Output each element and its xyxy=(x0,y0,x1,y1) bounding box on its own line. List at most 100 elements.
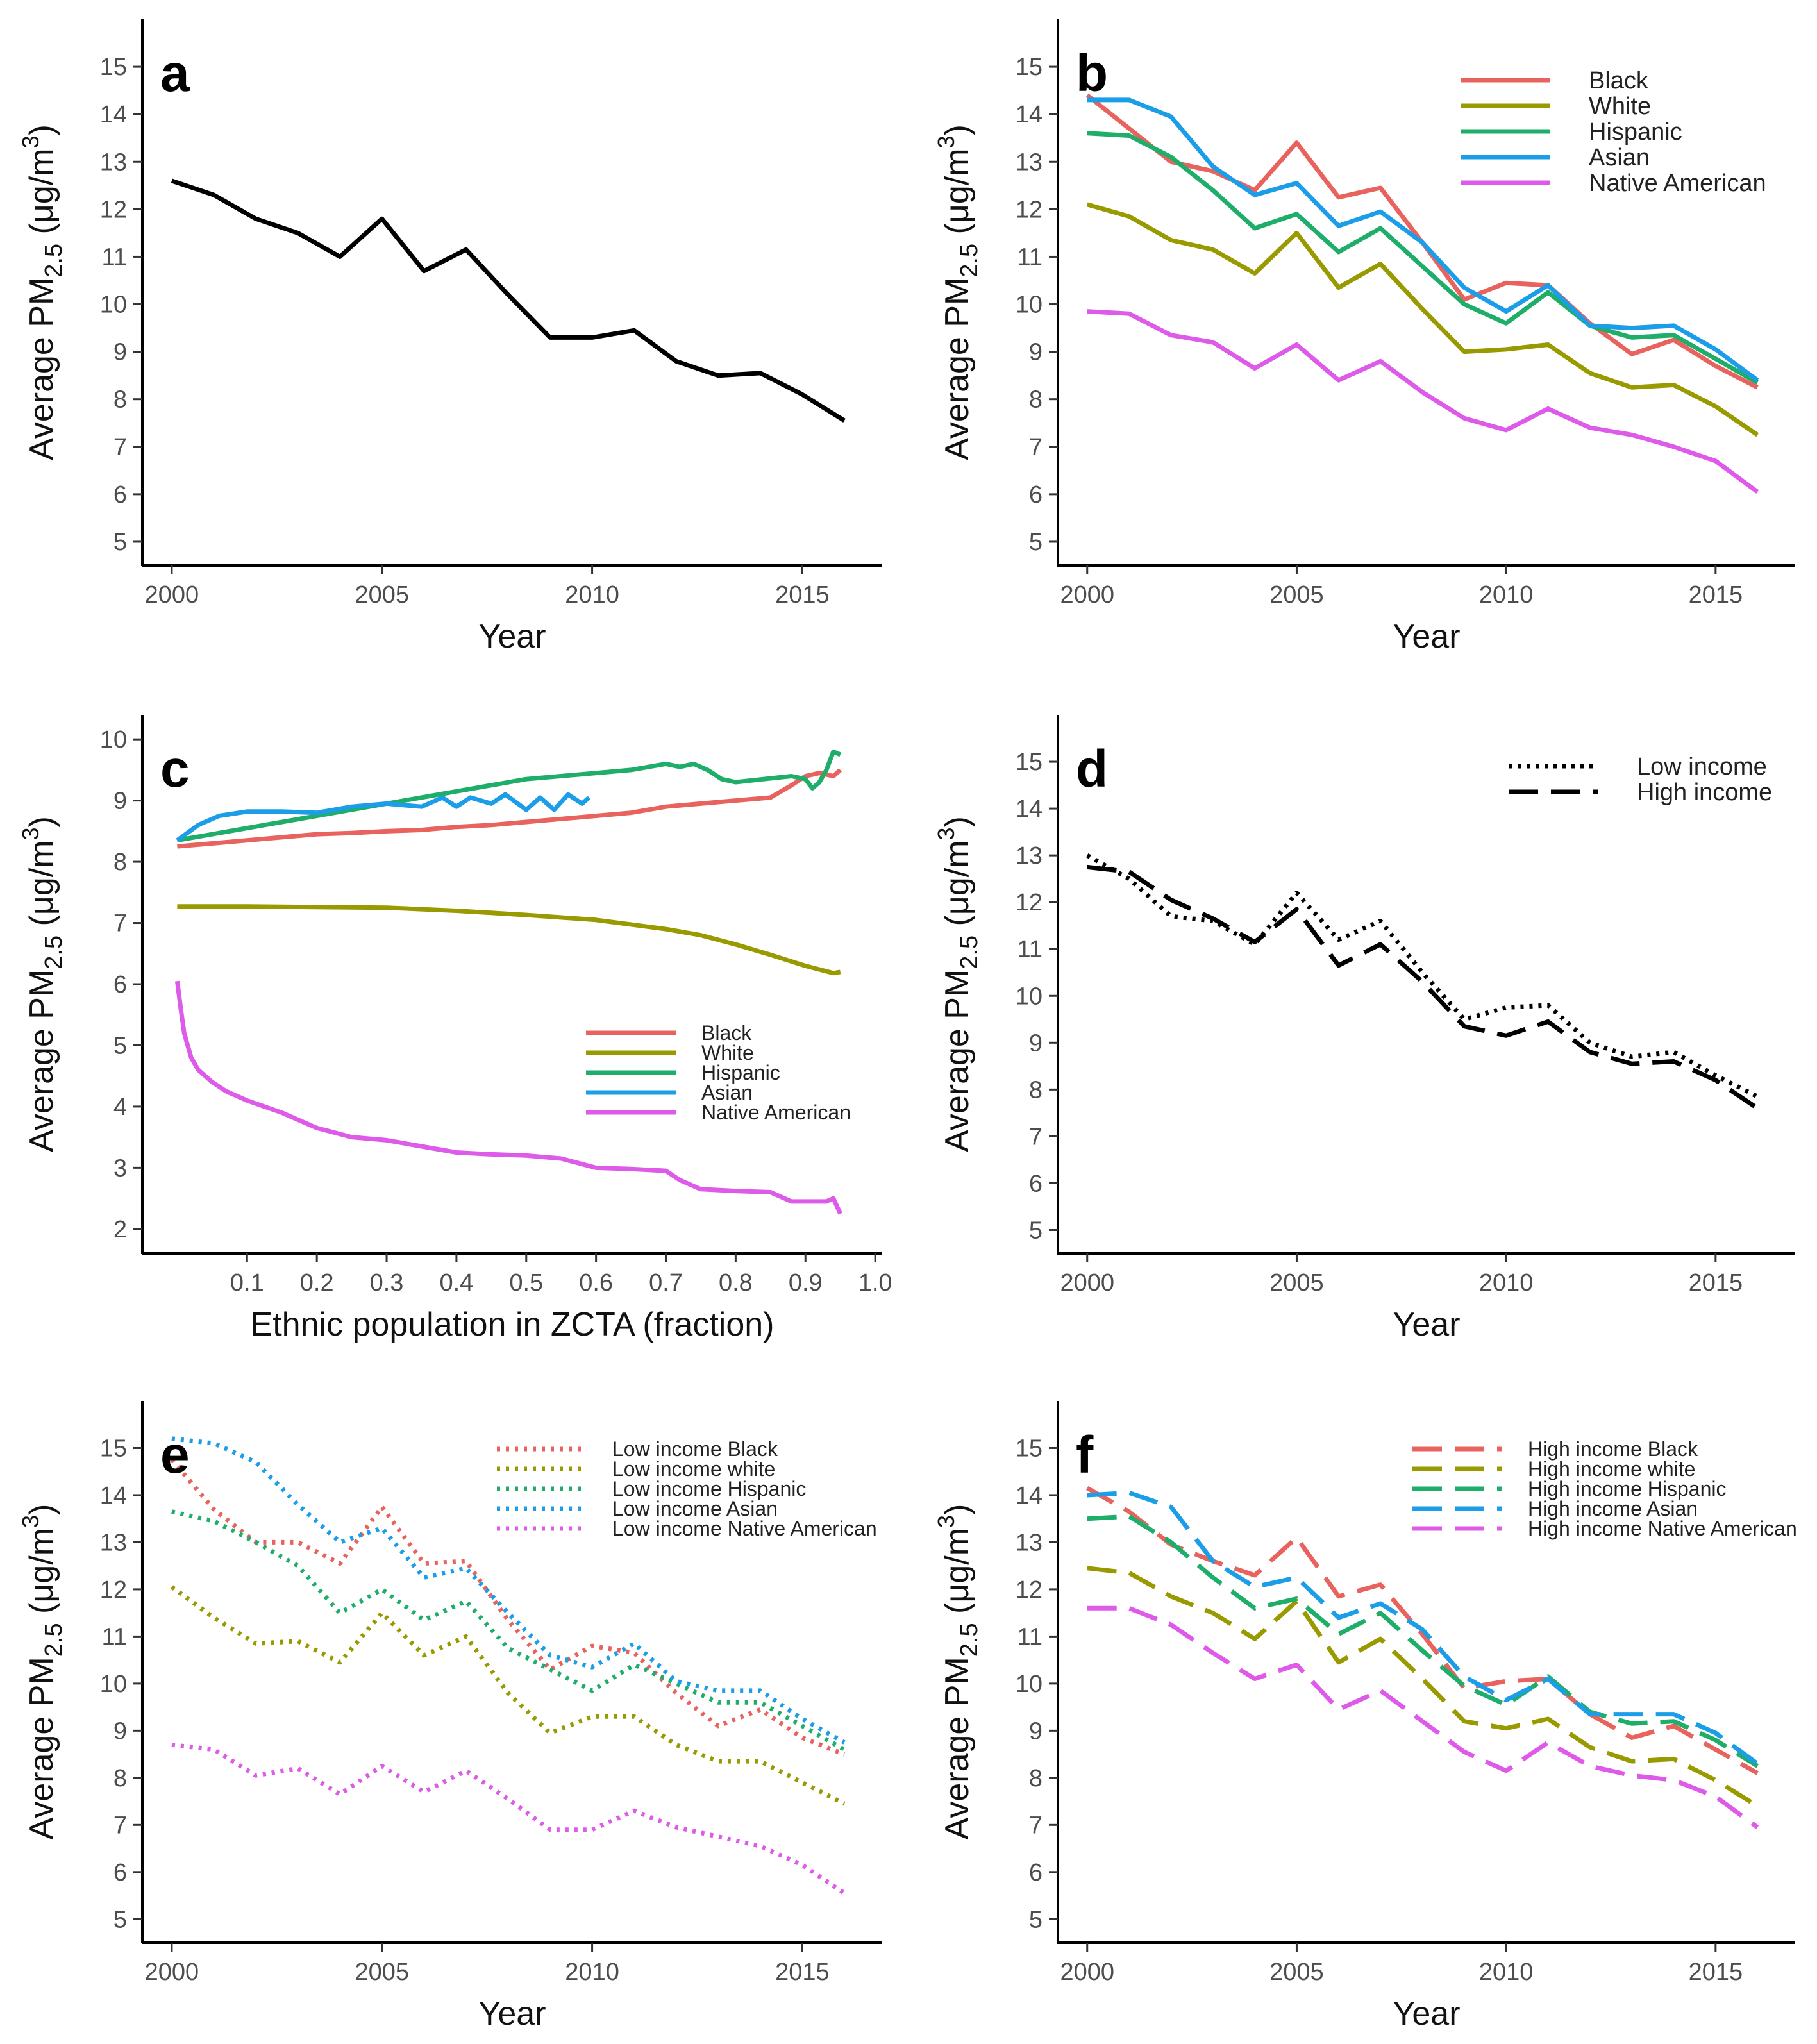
y-tick-label: 11 xyxy=(102,244,127,271)
y-tick-label: 8 xyxy=(113,1765,127,1792)
legend-label: Low income Native American xyxy=(612,1517,877,1540)
series-line-e-2 xyxy=(171,1509,846,1752)
y-tick-label: 6 xyxy=(113,971,127,998)
y-tick-label: 8 xyxy=(113,849,127,876)
series-line-f-3 xyxy=(1087,1490,1759,1766)
y-axis-title-close: ) xyxy=(939,1504,976,1515)
y-axis-title-sub: 2.5 xyxy=(40,1623,67,1657)
y-tick-label: 15 xyxy=(100,1435,127,1462)
legend-label: Native American xyxy=(701,1101,851,1124)
y-axis-title-unit: (μg/m xyxy=(23,840,60,935)
series-line-c-1 xyxy=(177,904,841,976)
y-axis-title-close: ) xyxy=(23,124,60,135)
series-line-f-0 xyxy=(1085,1486,1759,1775)
y-tick-label: 12 xyxy=(100,1577,127,1604)
legend-label: White xyxy=(1589,93,1651,120)
series-line-c-0 xyxy=(177,768,842,849)
series-line-b-2 xyxy=(1087,131,1759,385)
x-tick-label: 2005 xyxy=(355,1959,409,1986)
x-tick-label: 0.1 xyxy=(230,1269,264,1296)
y-tick-label: 5 xyxy=(1029,529,1042,556)
panel-c: 2 3 4 5 6 7 8 9 10 0.1 0.2 0.3 0.4 0.5 0.6 0.7 0.8 0.9 1.0… xyxy=(17,715,892,1343)
legend-label: High income Native American xyxy=(1528,1517,1797,1540)
panel-d: 5 6 7 8 9 10 11 12 13 14 15 2000 2005 2010 2015 Year Ave… xyxy=(933,715,1795,1343)
y-axis-title-unit: (μg/m xyxy=(939,148,976,243)
legend-label: Asian xyxy=(701,1081,753,1104)
y-tick-label: 12 xyxy=(1016,1577,1042,1604)
y-axis-title-close: ) xyxy=(939,124,976,135)
x-tick-label: 2010 xyxy=(565,1959,619,1986)
x-tick-label: 2010 xyxy=(565,582,619,608)
y-axis-title: Average PM2.5 (μg/m3) xyxy=(933,816,983,1152)
series-line-d-1 xyxy=(1087,864,1759,1110)
x-tick-label: 0.8 xyxy=(719,1269,753,1296)
y-tick-label: 6 xyxy=(113,1859,127,1886)
series-line-f-1 xyxy=(1087,1566,1759,1808)
legend-label: High income Asian xyxy=(1528,1497,1698,1520)
legend-label: High income Black xyxy=(1528,1437,1698,1461)
panel-f: 5 6 7 8 9 10 11 12 13 14 15 2000 2005 2010 2015 Year Ave… xyxy=(933,1401,1797,2032)
y-tick-label: 12 xyxy=(1016,889,1042,916)
x-tick-label: 0.5 xyxy=(509,1269,543,1296)
x-axis-title: Ethnic population in ZCTA (fraction) xyxy=(251,1306,775,1343)
y-tick-label: 13 xyxy=(1016,1529,1042,1556)
series-line-e-1 xyxy=(170,1585,846,1806)
legend-label: Black xyxy=(701,1021,752,1044)
x-tick-label: 2005 xyxy=(1269,1269,1324,1296)
y-axis-title-main: Average PM xyxy=(23,969,60,1152)
legend-label: Low income Hispanic xyxy=(612,1477,806,1500)
y-tick-label: 6 xyxy=(1029,1170,1042,1197)
y-tick-label: 5 xyxy=(113,1032,127,1059)
x-tick-label: 2000 xyxy=(145,582,199,608)
y-tick-label: 2 xyxy=(113,1216,127,1243)
y-axis-title-unit: (μg/m xyxy=(939,840,976,935)
y-tick-label: 14 xyxy=(100,101,127,128)
y-tick-label: 12 xyxy=(100,196,127,223)
series-line-c-2 xyxy=(176,749,842,843)
y-tick-label: 14 xyxy=(1016,796,1042,823)
y-axis-title-sup: 3 xyxy=(933,1515,959,1528)
y-tick-label: 7 xyxy=(1029,1812,1042,1839)
y-axis-title-close: ) xyxy=(939,816,976,827)
y-tick-label: 13 xyxy=(100,1529,127,1556)
y-tick-label: 5 xyxy=(1029,1906,1042,1933)
panel-b: 5 6 7 8 9 10 11 12 13 14 15 2000 2005 2010 2015 Year Ave… xyxy=(933,19,1795,655)
y-tick-label: 11 xyxy=(1017,1623,1042,1650)
x-tick-label: 0.9 xyxy=(789,1269,823,1296)
x-tick-label: 2000 xyxy=(1060,1269,1114,1296)
y-tick-label: 8 xyxy=(1029,387,1042,414)
x-axis-title: Year xyxy=(478,618,546,655)
panel-letter: a xyxy=(160,44,190,103)
y-tick-label: 10 xyxy=(1016,292,1042,319)
legend-label: High income xyxy=(1637,779,1772,806)
y-axis-title: Average PM2.5 (μg/m3) xyxy=(17,124,67,460)
y-tick-label: 11 xyxy=(102,1623,127,1650)
y-tick-label: 14 xyxy=(1016,101,1042,128)
x-tick-label: 0.7 xyxy=(649,1269,683,1296)
y-tick-label: 9 xyxy=(113,788,127,815)
y-axis-title: Average PM2.5 (μg/m3) xyxy=(933,124,983,460)
y-tick-label: 6 xyxy=(1029,1859,1042,1886)
y-tick-label: 15 xyxy=(1016,1435,1042,1462)
y-tick-label: 13 xyxy=(1016,842,1042,869)
x-axis-title: Year xyxy=(1393,1306,1460,1343)
x-tick-label: 2000 xyxy=(1060,582,1114,608)
y-tick-label: 15 xyxy=(100,54,127,81)
legend-label: Low income white xyxy=(612,1457,775,1480)
y-axis-title-sub: 2.5 xyxy=(40,935,67,969)
x-tick-label: 2005 xyxy=(355,582,409,608)
legend-label: Asian xyxy=(1589,144,1650,171)
y-axis-title-sup: 3 xyxy=(933,135,959,148)
panel-letter: d xyxy=(1076,740,1108,798)
y-tick-label: 13 xyxy=(1016,149,1042,176)
y-tick-label: 11 xyxy=(1017,936,1042,963)
y-axis-title-sup: 3 xyxy=(17,827,44,840)
y-tick-label: 14 xyxy=(1016,1482,1042,1509)
panel-letter: f xyxy=(1076,1426,1094,1484)
x-tick-label: 2010 xyxy=(1479,1269,1534,1296)
